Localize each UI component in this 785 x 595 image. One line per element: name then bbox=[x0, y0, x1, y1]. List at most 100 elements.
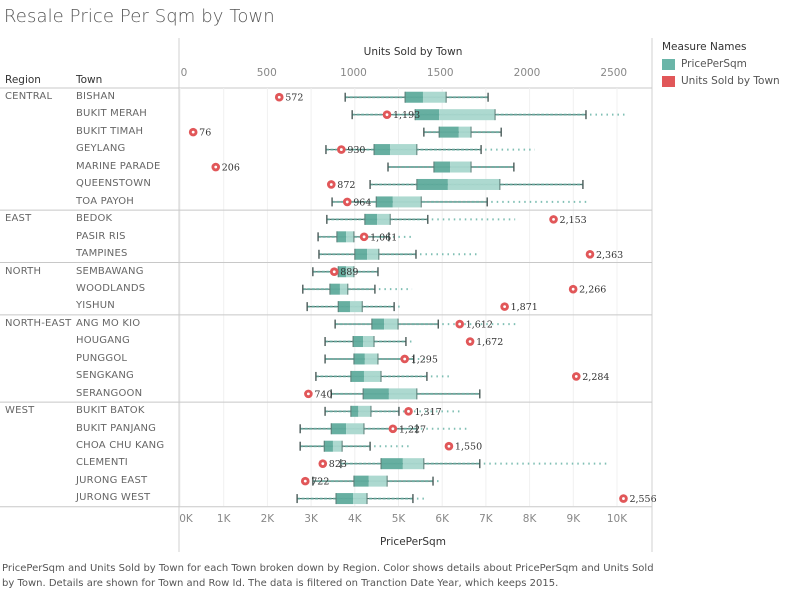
box-lower bbox=[336, 231, 347, 243]
top-axis-tick-label: 2500 bbox=[600, 67, 628, 79]
bottom-axis-tick-label: 2K bbox=[260, 513, 275, 525]
box-upper bbox=[450, 161, 472, 173]
top-axis-tick-label: 2000 bbox=[513, 67, 541, 79]
box-upper bbox=[353, 493, 368, 505]
units-sold-label: 76 bbox=[199, 128, 211, 139]
units-sold-point-center bbox=[588, 252, 592, 256]
box-upper bbox=[392, 196, 422, 208]
region-label: CENTRAL bbox=[5, 91, 53, 102]
box-upper bbox=[377, 213, 391, 225]
top-axis-title: Units Sold by Town bbox=[363, 46, 463, 58]
units-sold-point-center bbox=[503, 305, 507, 309]
town-label: JURONG EAST bbox=[76, 474, 148, 486]
town-label: ANG MO KIO bbox=[76, 317, 141, 329]
units-sold-label: 1,672 bbox=[476, 337, 503, 348]
town-label: PASIR RIS bbox=[76, 230, 126, 242]
box-upper bbox=[390, 144, 417, 156]
units-sold-label: 1,612 bbox=[466, 320, 493, 331]
units-sold-point-center bbox=[407, 409, 410, 413]
town-label: BEDOK bbox=[76, 213, 113, 225]
box-lower bbox=[336, 493, 354, 505]
units-sold-point-center bbox=[458, 322, 462, 326]
units-sold-point-center bbox=[362, 235, 366, 239]
box-lower bbox=[338, 301, 350, 313]
town-label: MARINE PARADE bbox=[76, 160, 161, 172]
box-lower bbox=[433, 161, 451, 173]
legend-item-units-sold[interactable]: Units Sold by Town bbox=[662, 75, 780, 87]
bottom-axis-tick-label: 10K bbox=[606, 513, 628, 525]
chart-caption: PricePerSqm and Units Sold by Town for e… bbox=[2, 563, 654, 589]
bottom-axis-tick-label: 5K bbox=[391, 513, 406, 525]
box-upper bbox=[332, 440, 343, 452]
box-lower bbox=[338, 266, 347, 278]
box-lower bbox=[405, 91, 423, 103]
box-lower bbox=[374, 144, 391, 156]
town-label: BISHAN bbox=[76, 91, 116, 102]
legend-item-pricepersqm[interactable]: PricePerSqm bbox=[662, 58, 747, 70]
units-sold-label: 740 bbox=[314, 389, 332, 400]
region-label: WEST bbox=[5, 405, 35, 417]
units-sold-label: 1,550 bbox=[455, 442, 482, 453]
box-upper bbox=[346, 423, 364, 435]
box-upper bbox=[346, 231, 354, 243]
box-lower bbox=[350, 370, 364, 382]
box-upper bbox=[402, 458, 424, 470]
bottom-axis-title: PricePerSqm bbox=[380, 536, 446, 548]
units-sold-point-center bbox=[391, 427, 395, 431]
region-label: NORTH bbox=[5, 265, 42, 277]
town-label: BUKIT BATOK bbox=[76, 405, 145, 417]
box-upper bbox=[364, 353, 378, 365]
units-sold-point-center bbox=[571, 287, 575, 291]
units-sold-label: 572 bbox=[285, 93, 303, 104]
units-sold-label: 889 bbox=[340, 267, 358, 278]
box-upper bbox=[388, 388, 417, 400]
units-sold-point-center bbox=[403, 357, 407, 361]
box-lower bbox=[353, 353, 365, 365]
units-sold-label: 1,193 bbox=[393, 110, 420, 121]
units-sold-point-center bbox=[321, 462, 325, 466]
box-upper bbox=[447, 178, 500, 190]
box-upper bbox=[358, 405, 371, 417]
legend-label-units-sold: Units Sold by Town bbox=[681, 75, 780, 87]
box-upper bbox=[349, 301, 363, 313]
box-lower bbox=[415, 109, 440, 121]
legend-label-pricepersqm: PricePerSqm bbox=[681, 58, 747, 70]
bottom-axis-tick-label: 4K bbox=[348, 513, 362, 525]
units-sold-point-center bbox=[332, 270, 336, 274]
box-lower bbox=[364, 213, 378, 225]
units-sold-label: 1,295 bbox=[411, 354, 438, 365]
box-lower bbox=[350, 405, 359, 417]
units-sold-point-center bbox=[329, 183, 333, 186]
units-sold-label: 1,061 bbox=[370, 232, 397, 243]
town-label: BUKIT MERAH bbox=[76, 108, 148, 120]
units-sold-point-center bbox=[468, 340, 472, 343]
town-label: GEYLANG bbox=[76, 143, 126, 155]
box-upper bbox=[439, 109, 496, 121]
town-label: SEMBAWANG bbox=[76, 265, 144, 277]
town-label: WOODLANDS bbox=[76, 282, 146, 294]
units-sold-label: 206 bbox=[222, 163, 240, 174]
bottom-axis-tick-label: 1K bbox=[216, 513, 231, 525]
bottom-axis-tick-label: 0K bbox=[179, 513, 193, 525]
units-sold-label: 1,317 bbox=[414, 407, 441, 418]
region-header: Region bbox=[5, 74, 41, 86]
box-upper bbox=[367, 248, 379, 260]
bottom-axis-tick-label: 6K bbox=[435, 513, 449, 525]
town-label: SENGKANG bbox=[76, 370, 134, 382]
top-axis-tick-label: 0 bbox=[180, 67, 188, 79]
units-sold-point-center bbox=[622, 497, 625, 500]
town-label: HOUGANG bbox=[76, 335, 130, 347]
units-sold-label: 872 bbox=[337, 180, 355, 191]
box-lower bbox=[371, 318, 385, 330]
units-sold-point-center bbox=[345, 200, 349, 204]
box-lower bbox=[381, 458, 403, 470]
units-sold-point-center bbox=[277, 95, 281, 99]
town-label: PUNGGOL bbox=[76, 352, 128, 364]
box-lower bbox=[416, 178, 448, 190]
units-sold-point-center bbox=[552, 217, 555, 221]
region-label: NORTH-EAST bbox=[5, 317, 72, 329]
town-label: TOA PAYOH bbox=[76, 195, 135, 207]
units-sold-label: 930 bbox=[347, 145, 365, 156]
top-axis-tick-label: 500 bbox=[256, 67, 277, 79]
units-sold-label: 1,227 bbox=[399, 424, 426, 435]
